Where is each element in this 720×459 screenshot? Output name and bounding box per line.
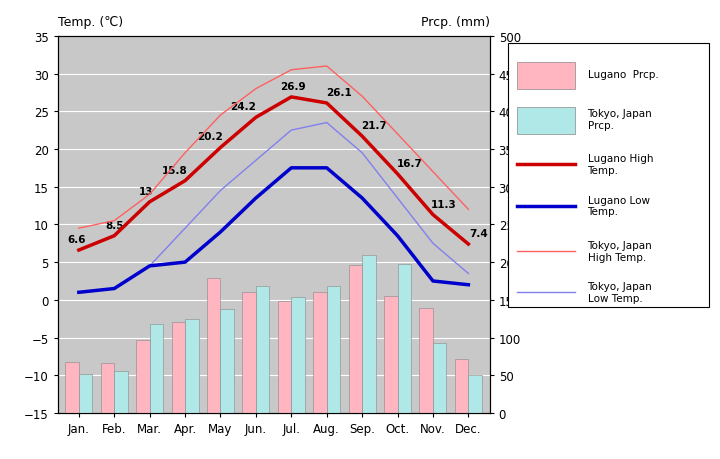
Bar: [101, 364, 114, 413]
Tokyo, Japan
High Temp.: [287, 68, 296, 73]
Tokyo, Japan
Low Temp.: [287, 128, 296, 134]
Lugano Low
Temp.: [251, 196, 260, 202]
Bar: [171, 323, 185, 413]
Lugano Low
Temp.: [358, 196, 366, 202]
Tokyo, Japan
High Temp.: [393, 132, 402, 137]
Bar: [278, 302, 292, 413]
Bar: [327, 286, 340, 413]
Tokyo, Japan
Low Temp.: [358, 151, 366, 156]
Tokyo, Japan
High Temp.: [251, 87, 260, 92]
Text: 26.1: 26.1: [326, 88, 352, 98]
Lugano High
Temp.: [251, 115, 260, 121]
Lugano High
Temp.: [358, 134, 366, 140]
Tokyo, Japan
High Temp.: [323, 64, 331, 70]
Text: Lugano High
Temp.: Lugano High Temp.: [588, 154, 653, 175]
Text: 8.5: 8.5: [105, 220, 124, 230]
Lugano Low
Temp.: [428, 279, 437, 284]
Bar: [362, 255, 376, 413]
Text: Tokyo, Japan
Prcp.: Tokyo, Japan Prcp.: [588, 109, 652, 130]
Text: 6.6: 6.6: [68, 235, 86, 245]
Text: Temp. (℃): Temp. (℃): [58, 16, 122, 29]
Bar: [79, 374, 92, 413]
Lugano High
Temp.: [323, 101, 331, 106]
Tokyo, Japan
High Temp.: [145, 192, 154, 197]
Bar: [348, 266, 362, 413]
Lugano High
Temp.: [181, 179, 189, 184]
Lugano Low
Temp.: [287, 166, 296, 171]
Tokyo, Japan
High Temp.: [110, 218, 119, 224]
Lugano High
Temp.: [145, 200, 154, 205]
Tokyo, Japan
Low Temp.: [110, 286, 119, 291]
Lugano Low
Temp.: [323, 166, 331, 171]
Text: 11.3: 11.3: [431, 199, 456, 209]
Text: 26.9: 26.9: [280, 82, 306, 92]
Bar: [136, 340, 150, 413]
Tokyo, Japan
Low Temp.: [464, 271, 472, 277]
Lugano Low
Temp.: [75, 290, 84, 296]
Bar: [150, 324, 163, 413]
Tokyo, Japan
Low Temp.: [323, 121, 331, 126]
Tokyo, Japan
Low Temp.: [145, 263, 154, 269]
Tokyo, Japan
High Temp.: [464, 207, 472, 213]
Bar: [66, 363, 79, 413]
Bar: [243, 292, 256, 413]
Bar: [207, 278, 220, 413]
Bar: [420, 308, 433, 413]
Tokyo, Japan
High Temp.: [428, 169, 437, 175]
Lugano Low
Temp.: [216, 230, 225, 235]
Text: Prcp. (mm): Prcp. (mm): [420, 16, 490, 29]
Tokyo, Japan
Low Temp.: [251, 158, 260, 164]
Bar: [114, 371, 127, 413]
Bar: [185, 319, 199, 413]
Tokyo, Japan
Low Temp.: [216, 188, 225, 194]
Text: 15.8: 15.8: [161, 165, 187, 175]
Tokyo, Japan
Low Temp.: [75, 290, 84, 296]
Bar: [455, 359, 468, 413]
Bar: [433, 343, 446, 413]
Bar: [516, 108, 575, 134]
Bar: [220, 309, 234, 413]
Text: Tokyo, Japan
Low Temp.: Tokyo, Japan Low Temp.: [588, 282, 652, 303]
Tokyo, Japan
High Temp.: [75, 226, 84, 231]
Bar: [384, 297, 397, 413]
Text: 16.7: 16.7: [397, 158, 423, 168]
Line: Tokyo, Japan
Low Temp.: Tokyo, Japan Low Temp.: [79, 123, 468, 293]
Lugano Low
Temp.: [464, 282, 472, 288]
Line: Tokyo, Japan
High Temp.: Tokyo, Japan High Temp.: [79, 67, 468, 229]
Text: 21.7: 21.7: [361, 121, 387, 131]
Bar: [468, 375, 482, 413]
Text: 20.2: 20.2: [197, 132, 222, 142]
Lugano Low
Temp.: [145, 263, 154, 269]
Lugano High
Temp.: [75, 248, 84, 253]
Tokyo, Japan
High Temp.: [358, 94, 366, 100]
Lugano High
Temp.: [287, 95, 296, 101]
Tokyo, Japan
Low Temp.: [181, 226, 189, 231]
Line: Lugano Low
Temp.: Lugano Low Temp.: [79, 168, 468, 293]
Bar: [256, 286, 269, 413]
Tokyo, Japan
Low Temp.: [393, 196, 402, 202]
Lugano High
Temp.: [428, 213, 437, 218]
Bar: [313, 293, 327, 413]
Lugano High
Temp.: [110, 234, 119, 239]
Lugano High
Temp.: [464, 242, 472, 247]
Text: 13: 13: [139, 186, 153, 196]
Lugano Low
Temp.: [110, 286, 119, 291]
Tokyo, Japan
High Temp.: [181, 151, 189, 156]
Bar: [516, 63, 575, 90]
Lugano Low
Temp.: [181, 260, 189, 265]
Lugano Low
Temp.: [393, 234, 402, 239]
Lugano High
Temp.: [216, 146, 225, 151]
Lugano High
Temp.: [393, 172, 402, 177]
Text: Lugano Low
Temp.: Lugano Low Temp.: [588, 196, 649, 217]
Line: Lugano High
Temp.: Lugano High Temp.: [79, 98, 468, 251]
Text: 7.4: 7.4: [469, 229, 488, 239]
Text: Tokyo, Japan
High Temp.: Tokyo, Japan High Temp.: [588, 241, 652, 262]
Text: Lugano  Prcp.: Lugano Prcp.: [588, 69, 658, 79]
Text: 24.2: 24.2: [230, 102, 256, 112]
Bar: [397, 264, 411, 413]
Bar: [292, 297, 305, 413]
Tokyo, Japan
High Temp.: [216, 113, 225, 118]
Tokyo, Japan
Low Temp.: [428, 241, 437, 246]
